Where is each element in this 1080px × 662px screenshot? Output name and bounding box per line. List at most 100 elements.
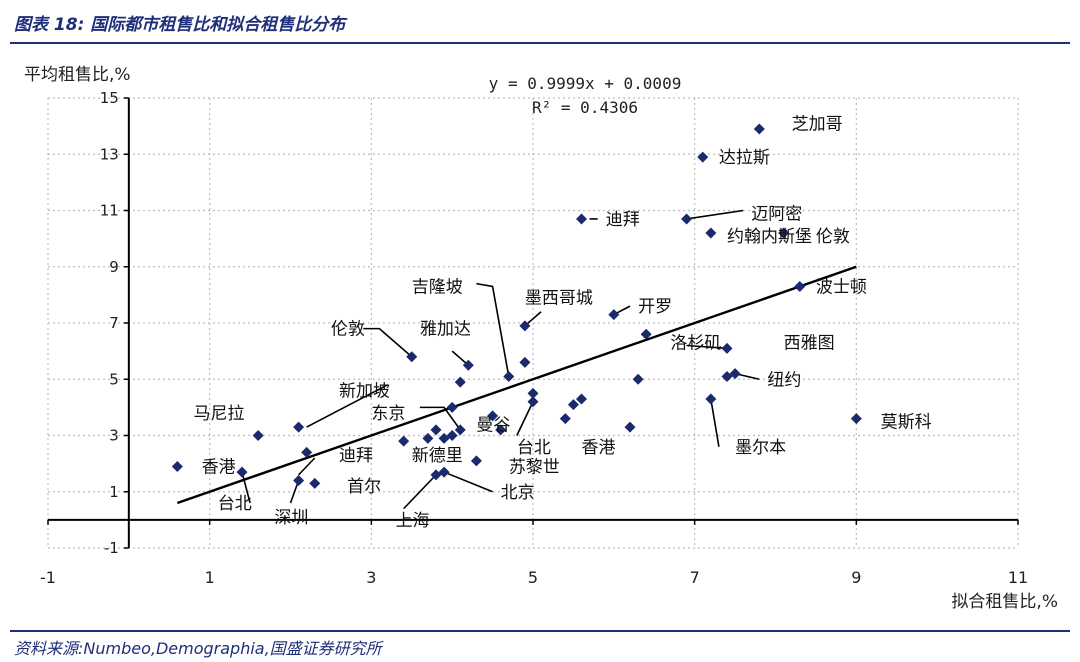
- leader-line: [363, 327, 413, 358]
- data-point: [503, 370, 515, 382]
- data-point: [576, 213, 587, 225]
- data-point: [171, 460, 183, 472]
- city-label: 芝加哥: [792, 114, 843, 134]
- city-label: 西雅图: [784, 334, 835, 354]
- x-tick-label: 1: [205, 568, 215, 587]
- trendline-layer: [176, 265, 857, 505]
- y-axis-label: 平均租售比,%: [24, 65, 131, 85]
- leader-line: [476, 282, 510, 377]
- data-point: [462, 359, 474, 371]
- city-label: 墨西哥城: [525, 289, 593, 309]
- data-point: [729, 368, 741, 380]
- leader-line: [241, 471, 251, 504]
- city-label: 香港: [582, 438, 616, 458]
- data-point: [640, 328, 652, 340]
- data-point: [309, 477, 321, 489]
- point-layer: [171, 123, 862, 489]
- leader-line: [443, 471, 493, 493]
- data-point: [527, 387, 539, 399]
- city-label: 新加坡: [339, 382, 390, 402]
- trendline: [176, 265, 857, 505]
- city-label: 首尔: [347, 477, 381, 497]
- data-point: [293, 421, 305, 433]
- data-point: [794, 280, 806, 292]
- data-point: [422, 432, 434, 444]
- figure-title: 图表 18: 国际都市租售比和拟合租售比分布: [14, 15, 346, 35]
- city-label: 马尼拉: [194, 404, 245, 424]
- city-label: 迪拜: [339, 446, 373, 466]
- city-label: 苏黎世: [509, 457, 560, 477]
- grid-layer: [47, 97, 1019, 549]
- data-point: [608, 309, 620, 321]
- city-label: 上海: [396, 511, 430, 531]
- data-point: [236, 466, 248, 478]
- city-label: 约翰内斯堡: [727, 227, 812, 247]
- x-tick-label: 3: [366, 568, 376, 587]
- x-axis-label: 拟合租售比,%: [951, 592, 1058, 612]
- data-point: [850, 413, 862, 425]
- y-tick-label: 9: [109, 258, 119, 276]
- city-label: 洛杉矶: [670, 334, 721, 354]
- data-point: [406, 351, 418, 363]
- data-point: [446, 401, 458, 413]
- leader-line: [710, 398, 720, 447]
- city-label: 迪拜: [606, 210, 640, 230]
- data-point: [778, 227, 790, 239]
- y-tick-label: 3: [109, 427, 119, 445]
- data-point: [624, 421, 636, 433]
- data-point: [519, 356, 531, 368]
- data-point: [470, 455, 482, 467]
- y-tick-label: -1: [104, 539, 119, 557]
- data-point: [527, 396, 539, 408]
- data-point: [301, 446, 313, 458]
- header-rule: [10, 42, 1070, 44]
- x-tick-label: 5: [528, 568, 538, 587]
- y-tick-label: 15: [100, 89, 119, 107]
- data-point: [559, 413, 571, 425]
- y-tick-label: 11: [100, 202, 119, 220]
- leader-line: [516, 401, 534, 436]
- leader-line: [306, 384, 388, 428]
- y-tick-label: 1: [109, 483, 119, 501]
- r-squared-label: R² = 0.4306: [532, 98, 638, 117]
- leader-line: [298, 457, 316, 476]
- data-point: [430, 424, 442, 436]
- city-label: 波士顿: [816, 277, 867, 297]
- figure-header: 图表 18: 国际都市租售比和拟合租售比分布: [10, 4, 1070, 44]
- city-label: 东京: [371, 404, 405, 424]
- y-tick-label: 5: [109, 370, 119, 388]
- data-point: [705, 393, 717, 405]
- data-point: [681, 213, 693, 225]
- city-label: 莫斯科: [881, 412, 932, 432]
- data-point: [576, 393, 587, 405]
- y-tick-label: 13: [100, 145, 119, 163]
- data-point: [697, 151, 709, 163]
- data-point: [705, 227, 717, 239]
- city-label: 伦敦: [816, 227, 850, 247]
- data-point: [293, 475, 305, 486]
- city-label: 香港: [202, 457, 236, 477]
- x-tick-label: 7: [690, 568, 700, 587]
- city-label: 迈阿密: [751, 204, 802, 224]
- data-point: [753, 123, 765, 135]
- city-label: 吉隆坡: [412, 277, 463, 297]
- data-point: [446, 430, 458, 441]
- regression-equation: y = 0.9999x + 0.0009: [489, 74, 682, 93]
- footer-rule: [10, 630, 1070, 632]
- leader-line: [419, 406, 461, 431]
- city-label: 深圳: [274, 508, 308, 528]
- city-label: 台北: [517, 438, 551, 458]
- data-point: [632, 373, 644, 385]
- city-label: 开罗: [638, 297, 672, 317]
- y-tick-label: 7: [109, 314, 119, 332]
- x-tick-label: 9: [851, 568, 861, 587]
- x-tick-label: 11: [1008, 568, 1028, 587]
- data-point: [495, 424, 507, 436]
- data-point: [567, 399, 579, 411]
- city-label: 伦敦: [331, 320, 365, 340]
- city-label: 墨尔本: [735, 438, 786, 458]
- data-point: [454, 376, 466, 388]
- data-point: [519, 320, 531, 332]
- data-point: [252, 430, 264, 441]
